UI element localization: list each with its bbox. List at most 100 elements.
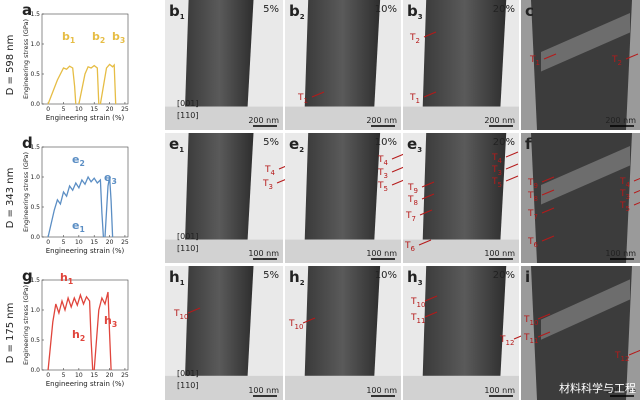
curve-annotation-letter: h — [104, 314, 112, 327]
twin-label-sub: 4 — [271, 169, 276, 177]
twin-arrow — [537, 313, 551, 320]
x-tick-label: 25 — [121, 239, 129, 246]
twin-arrow — [505, 175, 519, 182]
panel-label: d — [22, 134, 33, 152]
panel-label-letter: b — [169, 2, 180, 20]
y-tick-label: 1.5 — [30, 144, 40, 151]
plot-frame — [41, 146, 129, 238]
twin-label-letter: T — [410, 297, 417, 307]
pillar — [422, 0, 507, 107]
twin-label-sub: 4 — [498, 157, 503, 165]
twin-label-sub: 3 — [626, 193, 630, 201]
twin-label-sub: 4 — [626, 181, 631, 189]
panel-label-letter: h — [407, 268, 418, 286]
panel-label-sub: 3 — [418, 13, 423, 21]
x-tick-label: 10 — [75, 372, 83, 379]
twin-label-letter: T — [527, 237, 534, 247]
twin-label-letter: T — [407, 183, 414, 193]
twin-arrow — [625, 53, 639, 60]
twin-arrow — [391, 179, 405, 186]
twin-label-sub: 10 — [530, 319, 539, 327]
stress-strain-curve — [99, 63, 117, 105]
twin-label: T12 — [499, 335, 514, 347]
panel-label: h1 — [169, 268, 185, 287]
curve-annotation: b2 — [92, 30, 105, 45]
twin-label-sub: 4 — [384, 159, 389, 167]
twin-label-sub: 11 — [530, 337, 539, 345]
panel-label-letter: e — [407, 135, 417, 153]
twin-label: T7 — [527, 209, 538, 221]
curve-annotation-sub: 1 — [79, 225, 84, 234]
twin-label-sub: 6 — [411, 245, 416, 253]
panel-label-letter: c — [525, 2, 534, 20]
twin-label-sub: 2 — [618, 59, 622, 67]
scale-label: 200 nm — [484, 116, 515, 125]
twin-label-sub: 1 — [304, 97, 308, 105]
orientation-label: [001] — [177, 369, 199, 378]
twin-label-sub: 5 — [626, 205, 630, 213]
panel-label: c — [525, 2, 534, 20]
y-tick-label: 1.5 — [30, 277, 40, 284]
strain-label: 10% — [375, 4, 397, 15]
twin-label-letter: T — [491, 153, 498, 163]
twin-label: T12 — [614, 351, 629, 363]
stress-strain-curve — [104, 176, 114, 238]
stress-strain-curve — [78, 64, 100, 105]
twin-label-sub: 7 — [534, 213, 538, 221]
y-tick-label: 1.5 — [30, 11, 40, 18]
y-tick-label: 1.0 — [30, 307, 40, 314]
scale-label: 200 nm — [366, 116, 397, 125]
micrograph — [403, 0, 519, 130]
substrate — [285, 106, 401, 130]
curve-annotation-sub: 1 — [68, 277, 73, 286]
twin-arrow — [391, 166, 405, 173]
twin-label-sub: 1 — [416, 97, 420, 105]
twin-label: T8 — [527, 191, 538, 203]
panel-label-sub: 2 — [299, 146, 304, 154]
twin-label: T8 — [407, 195, 418, 207]
curve-annotation-sub: 3 — [111, 177, 116, 186]
panel-label: e1 — [169, 135, 184, 154]
pillar — [185, 133, 254, 240]
twin-label: T9 — [527, 178, 538, 190]
twin-arrow — [302, 317, 316, 324]
strain-label: 20% — [493, 270, 515, 281]
scale-label: 200 nm — [605, 116, 636, 125]
twin-label: T10 — [410, 297, 425, 309]
substrate — [165, 239, 283, 263]
twin-label: T5 — [491, 177, 502, 189]
pillar — [185, 0, 254, 107]
twin-band — [541, 13, 630, 72]
twin-label: T5 — [619, 201, 630, 213]
twin-arrow — [421, 181, 435, 188]
x-tick-label: 15 — [90, 239, 98, 246]
strain-label: 10% — [375, 270, 397, 281]
twin-label-letter: T — [262, 179, 269, 189]
twin-arrow — [541, 176, 555, 183]
twin-label-letter: T — [499, 335, 506, 345]
twin-label-sub: 5 — [384, 185, 388, 193]
x-tick-label: 0 — [46, 106, 50, 113]
micrograph — [165, 266, 283, 400]
stress-strain-curve — [47, 292, 94, 371]
panel-label-letter: h — [289, 268, 300, 286]
twin-label-letter: T — [619, 177, 626, 187]
y-tick-label: 1.0 — [30, 41, 40, 48]
y-tick-label: 0.5 — [30, 337, 40, 344]
pillar — [422, 266, 507, 376]
scale-label: 100 nm — [366, 249, 397, 258]
twin-label-letter: T — [527, 209, 534, 219]
scale-label: 100 nm — [605, 386, 636, 395]
y-axis-label: Engineering stress (GPa) — [22, 152, 30, 232]
x-tick-label: 0 — [46, 239, 50, 246]
twin-label-sub: 5 — [498, 181, 502, 189]
twin-label-letter: T — [619, 189, 626, 199]
micrograph — [285, 0, 401, 130]
curve-annotation-letter: b — [62, 30, 70, 43]
panel-label-sub: 1 — [180, 279, 185, 287]
twin-label: T9 — [407, 183, 418, 195]
pillar — [304, 0, 381, 107]
orientation-label: [110] — [177, 111, 199, 120]
curve-annotation-sub: 2 — [79, 159, 84, 168]
